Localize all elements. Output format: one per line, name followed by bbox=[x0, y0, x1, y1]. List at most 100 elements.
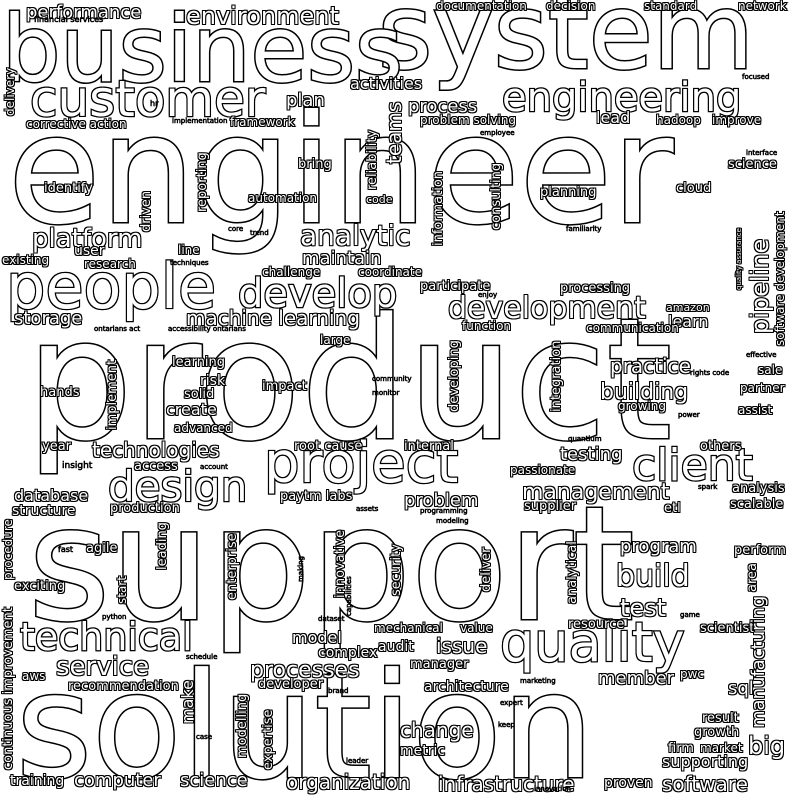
word-practice: practice bbox=[609, 354, 691, 378]
word-plan: plan bbox=[285, 90, 325, 111]
word-agile: agile bbox=[85, 541, 118, 556]
word-line: line bbox=[177, 243, 200, 257]
word-complex: complex bbox=[317, 645, 378, 661]
word-scalable: scalable bbox=[729, 497, 784, 512]
word-recommendation: recommendation bbox=[67, 679, 179, 694]
word-insight: insight bbox=[62, 461, 93, 471]
word-design: design bbox=[107, 462, 249, 511]
word-fast: fast bbox=[58, 545, 74, 554]
word-financial-services: financial services bbox=[34, 15, 104, 24]
word-dataset: dataset bbox=[318, 615, 345, 623]
word-mechanical: mechanical bbox=[373, 621, 443, 635]
word-teams: teams bbox=[381, 101, 407, 165]
word-member: member bbox=[597, 668, 675, 689]
word-deliver: deliver bbox=[478, 547, 495, 593]
word-exciting: exciting bbox=[13, 579, 66, 594]
word-testing: testing bbox=[559, 444, 623, 465]
word-assets: assets bbox=[356, 505, 379, 513]
word-audit: audit bbox=[377, 639, 414, 655]
word-develop: develop bbox=[237, 271, 399, 317]
word-issue: issue bbox=[435, 634, 488, 658]
word-performance: performance bbox=[25, 2, 142, 23]
word-computer: computer bbox=[73, 770, 161, 791]
word-ontarians-act: ontarians act bbox=[94, 325, 141, 333]
word-leading: leading bbox=[154, 521, 171, 571]
word-passionate: passionate bbox=[509, 463, 576, 477]
word-processes: processes bbox=[249, 658, 360, 683]
word-enterprise: enterprise bbox=[224, 533, 241, 601]
word-security: security bbox=[388, 543, 405, 597]
word-engineer: engineer bbox=[7, 84, 676, 258]
word-modelling: modelling bbox=[234, 693, 251, 759]
word-developing: developing bbox=[446, 339, 463, 412]
word-bring: bring bbox=[297, 157, 332, 172]
word-growing: growing bbox=[617, 399, 667, 413]
word-participate: participate bbox=[419, 279, 491, 294]
word-expert: expert bbox=[500, 699, 523, 707]
word-standard: standard bbox=[643, 0, 698, 13]
word-training: training bbox=[9, 773, 65, 789]
word-advanced: advanced bbox=[173, 421, 233, 435]
word-impact: impact bbox=[261, 379, 307, 394]
word-accessibility-ontarians: accessibility ontarians bbox=[168, 325, 246, 333]
word-hr: hr bbox=[150, 99, 159, 108]
word-others: others bbox=[699, 439, 742, 454]
word-maintain: maintain bbox=[301, 248, 382, 269]
word-techniques: techniques bbox=[170, 259, 209, 267]
word-interface: interface bbox=[746, 149, 778, 157]
word-processing: processing bbox=[559, 281, 631, 296]
word-programming: programming bbox=[420, 507, 468, 515]
word-assist: assist bbox=[737, 403, 773, 417]
word-analysis: analysis bbox=[731, 481, 785, 496]
word-solution: solution bbox=[14, 642, 595, 800]
word-integration: integration bbox=[548, 340, 565, 413]
word-identify: identify bbox=[43, 181, 93, 196]
word-scientist: scientist bbox=[699, 621, 755, 636]
word-expertise: expertise bbox=[260, 709, 277, 771]
word-information: information bbox=[430, 170, 447, 247]
word-quantium: quantium bbox=[568, 435, 602, 443]
word-growth: growth bbox=[693, 725, 740, 740]
word-account: account bbox=[200, 463, 228, 471]
word-developer: developer bbox=[257, 677, 324, 692]
word-result: result bbox=[701, 711, 739, 726]
word-program: program bbox=[619, 536, 697, 557]
word-software: software bbox=[661, 772, 748, 796]
word-documentation: documentation bbox=[435, 0, 527, 13]
word-infrastructure: infrastructure bbox=[437, 772, 575, 796]
word-sale: sale bbox=[757, 363, 783, 377]
word-research: research bbox=[83, 257, 137, 271]
word-perform: perform bbox=[733, 543, 787, 558]
word-year: year bbox=[41, 439, 72, 454]
word-making: making bbox=[297, 556, 306, 583]
word-platform: platform bbox=[31, 224, 143, 254]
word-existing: existing bbox=[1, 253, 50, 267]
word-system: system bbox=[377, 0, 756, 93]
word-software-development: software development bbox=[772, 211, 788, 347]
word-make: make bbox=[177, 679, 198, 725]
word-test: test bbox=[619, 594, 667, 622]
word-technologies: technologies bbox=[91, 438, 220, 462]
word-people: people bbox=[5, 250, 218, 323]
word-hands: hands bbox=[39, 385, 80, 400]
word-aws: aws bbox=[21, 669, 46, 683]
word-communication: communication bbox=[585, 321, 679, 335]
word-architecture: architecture bbox=[423, 679, 509, 695]
word-area: area bbox=[744, 562, 761, 593]
word-amazon: amazon bbox=[665, 301, 710, 314]
word-large: large bbox=[319, 333, 351, 347]
word-consulting: consulting bbox=[488, 162, 505, 231]
word-reliability: reliability bbox=[364, 129, 381, 191]
word-create: create bbox=[165, 400, 217, 419]
word-modeling: modeling bbox=[436, 517, 469, 525]
word-risk: risk bbox=[199, 373, 226, 389]
word-process: process bbox=[407, 96, 478, 117]
word-access: access bbox=[133, 459, 178, 474]
word-effective: effective bbox=[746, 351, 777, 359]
word-cloud: cloud bbox=[675, 181, 712, 196]
word-structure: structure bbox=[11, 503, 76, 519]
word-pwc: pwc bbox=[679, 667, 705, 681]
word-driven: driven bbox=[138, 190, 155, 233]
word-lead: lead bbox=[595, 108, 631, 127]
word-model: model bbox=[291, 628, 342, 647]
